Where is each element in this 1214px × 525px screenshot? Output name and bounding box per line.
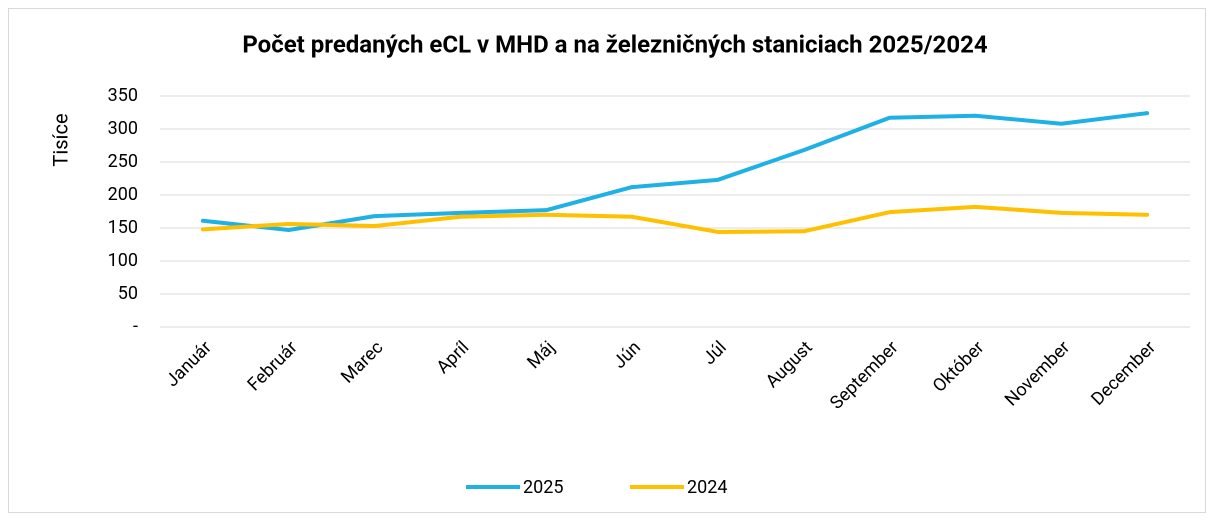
y-tick-label: -	[133, 316, 138, 337]
series-line	[200, 204, 1150, 234]
legend-label: 2024	[687, 477, 727, 498]
y-tick-label: 350	[108, 85, 138, 106]
y-axis-label: Tisíce	[48, 113, 72, 166]
series-line	[200, 111, 1150, 232]
chart-title: Počet predaných eCL v MHD a na železničn…	[242, 30, 988, 58]
y-tick-label: 300	[108, 118, 138, 139]
y-tick-label: 150	[108, 217, 138, 238]
y-tick-label: 200	[108, 184, 138, 205]
y-tick-label: 50	[118, 283, 138, 304]
legend-label: 2025	[523, 477, 563, 498]
y-tick-label: 250	[108, 151, 138, 172]
y-tick-label: 100	[108, 250, 138, 271]
